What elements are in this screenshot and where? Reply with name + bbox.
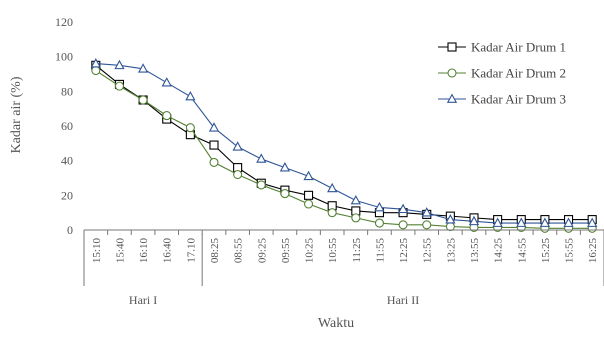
x-tick-label: 15:40 <box>114 238 126 264</box>
legend-item: Kadar Air Drum 2 <box>438 66 566 81</box>
data-point <box>516 217 527 227</box>
legend: Kadar Air Drum 1 Kadar Air Drum 2 Kadar Ai… <box>438 40 566 107</box>
x-tick-label: 12:55 <box>422 238 434 264</box>
data-point <box>422 220 432 230</box>
x-tick-label: 16:40 <box>162 238 174 264</box>
y-tick-label: 80 <box>61 84 73 98</box>
data-point <box>374 201 385 212</box>
data-point <box>563 217 574 227</box>
data-point <box>303 199 314 209</box>
data-point <box>280 189 290 199</box>
data-point <box>279 162 291 172</box>
x-tick-label: 09:55 <box>280 238 292 264</box>
x-tick-label: 17.10 <box>185 238 197 263</box>
data-point <box>185 90 196 101</box>
x-tick-label: 08:55 <box>233 238 245 264</box>
x-tick-label: 15:55 <box>564 238 576 264</box>
y-tick-label: 100 <box>55 50 73 64</box>
y-tick-label: 20 <box>61 188 73 202</box>
x-tick-label: 10:55 <box>327 238 339 264</box>
data-point <box>351 213 361 223</box>
series-line <box>95 63 593 224</box>
data-point <box>114 59 125 70</box>
legend-marker <box>447 68 457 78</box>
legend-label: Kadar Air Drum 1 <box>471 40 566 55</box>
data-point <box>233 169 243 180</box>
data-point <box>303 170 314 181</box>
x-tick-label: 10:25 <box>304 238 316 264</box>
x-axis-title: Waktu <box>318 316 354 331</box>
data-point <box>208 122 220 132</box>
x-group-label: Hari I <box>129 293 157 307</box>
data-point <box>398 220 408 230</box>
data-point <box>587 217 598 227</box>
data-point <box>256 180 266 190</box>
legend-label: Kadar Air Drum 3 <box>471 92 566 107</box>
legend-marker <box>446 93 458 103</box>
data-point <box>327 208 337 218</box>
x-group-label: Hari II <box>387 293 419 307</box>
data-point <box>137 63 149 73</box>
x-tick-label: 15:25 <box>540 238 552 264</box>
x-tick-label: 14:25 <box>493 238 505 264</box>
data-point <box>350 194 361 205</box>
legend-item: Kadar Air Drum 1 <box>438 40 566 55</box>
x-tick-label: 11:25 <box>351 238 363 263</box>
x-tick-label: 11:55 <box>374 238 386 263</box>
x-tick-label: 16:25 <box>587 238 599 264</box>
series-line <box>95 64 593 221</box>
x-axis-ticks: 15:10 15:40 16:10 16:40 17.10 08:25 08:55 09:25… <box>83 230 604 264</box>
data-point <box>209 157 219 167</box>
data-point <box>303 190 314 200</box>
legend-item: Kadar Air Drum 3 <box>438 92 566 107</box>
x-tick-label: 15:10 <box>91 238 103 264</box>
x-tick-label: 09:25 <box>256 238 268 264</box>
data-point <box>327 182 338 193</box>
x-tick-label: 12:25 <box>398 238 410 264</box>
data-point <box>114 81 125 91</box>
data-point <box>468 215 480 226</box>
x-tick-label: 13:55 <box>469 238 481 264</box>
x-tick-label: 13:25 <box>445 238 457 264</box>
x-tick-label: 08:25 <box>209 238 221 264</box>
data-point <box>185 123 195 133</box>
x-tick-label: 16:10 <box>138 238 150 264</box>
data-point <box>256 153 267 163</box>
data-point <box>445 221 455 232</box>
series-3 <box>90 58 598 227</box>
y-axis-title: Kadar air (%) <box>9 76 24 153</box>
legend-marker <box>447 42 457 52</box>
data-point <box>492 217 503 227</box>
data-point <box>232 141 243 151</box>
data-point <box>539 217 551 227</box>
data-point <box>90 58 101 68</box>
data-point <box>209 140 219 150</box>
x-tick-label: 14:55 <box>516 238 528 264</box>
y-tick-label: 60 <box>61 119 73 133</box>
data-point <box>91 65 101 76</box>
x-axis-group-separators: Hari I Hari II <box>83 234 604 307</box>
data-point <box>421 207 432 217</box>
y-axis-ticks: 0 20 40 60 80 100 120 <box>55 15 73 237</box>
data-point <box>445 214 456 224</box>
legend-label: Kadar Air Drum 2 <box>471 66 566 81</box>
y-tick-label: 0 <box>67 223 73 237</box>
y-tick-label: 120 <box>55 15 73 29</box>
data-point <box>397 203 409 214</box>
data-point <box>374 218 385 228</box>
series-layer <box>90 58 598 233</box>
data-point <box>138 95 148 105</box>
series-line <box>95 70 593 229</box>
y-tick-label: 40 <box>61 154 73 168</box>
data-point <box>162 111 172 121</box>
data-point <box>161 77 172 87</box>
